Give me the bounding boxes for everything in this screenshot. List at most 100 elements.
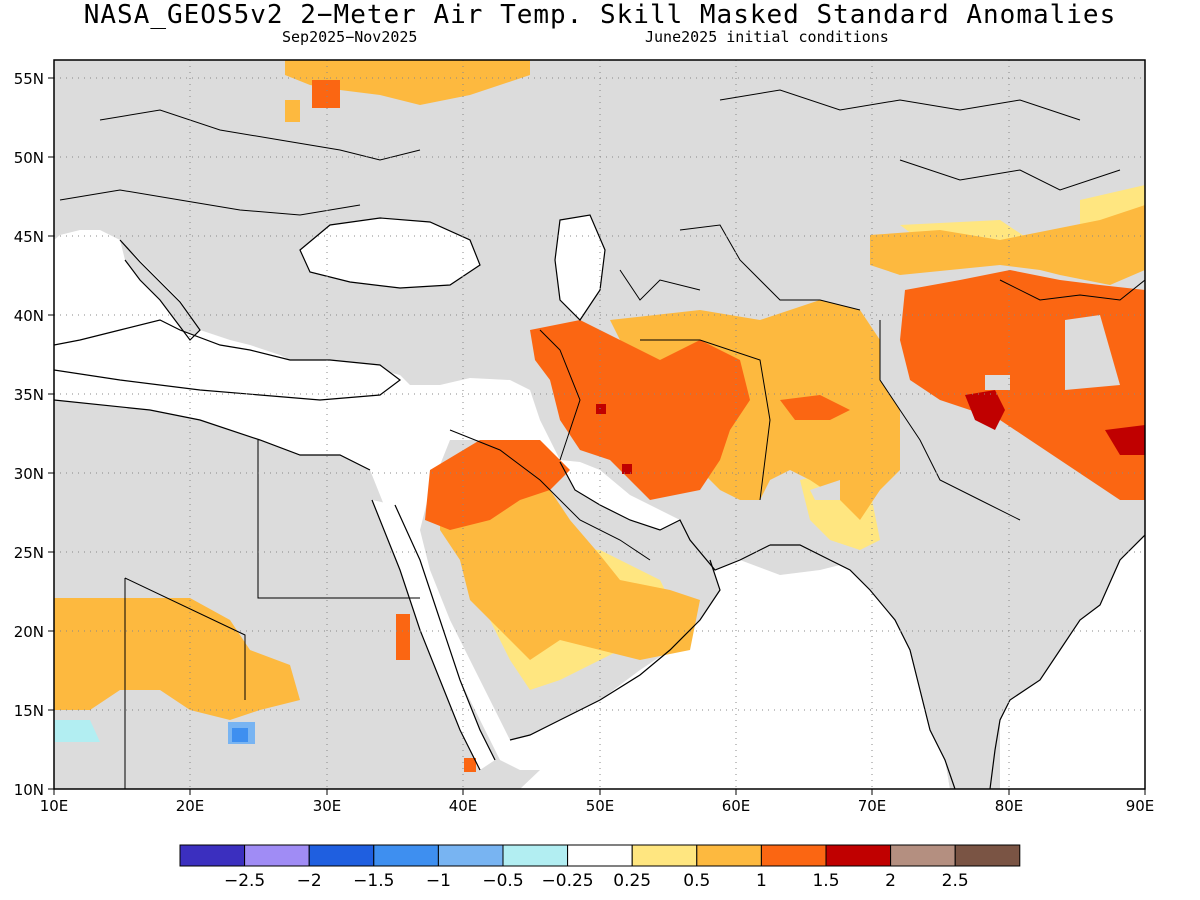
colorbar-label: −1.5 — [353, 871, 394, 891]
coastline-mediterranean — [54, 319, 401, 401]
red-sea — [372, 500, 495, 770]
anomaly-shading — [54, 60, 1145, 772]
anomaly-negative — [54, 720, 255, 744]
border — [640, 339, 771, 501]
lat-tick-label: 55N — [14, 70, 44, 88]
lat-labels: 10N 15N 20N 25N 30N 35N 40N 45N 50N 55N — [14, 70, 44, 799]
coastline-gulf — [559, 461, 771, 571]
anomaly-patch — [396, 614, 410, 660]
anomaly-patch — [312, 80, 340, 108]
masked-hole — [810, 480, 840, 500]
colorbar-bin — [631, 844, 698, 867]
lon-tick-label: 90E — [1126, 797, 1155, 815]
lat-tick-marks — [48, 77, 54, 790]
colorbar-label: −0.25 — [542, 871, 594, 891]
coastline-caspian — [554, 214, 606, 321]
colorbar-bin — [954, 844, 1021, 867]
masked-holes — [810, 315, 1120, 500]
anomaly-patch — [464, 758, 476, 772]
coastline-black-sea — [299, 217, 481, 289]
anomaly-patch — [870, 205, 1145, 285]
anomaly-region--0.25 — [54, 720, 100, 742]
border — [679, 224, 861, 311]
lat-tick-label: 10N — [14, 781, 44, 799]
colorbar-bin — [437, 844, 504, 867]
lon-tick-label: 80E — [995, 797, 1024, 815]
land-greece-turkey — [200, 295, 520, 360]
masked-hole — [1065, 315, 1120, 390]
border — [539, 329, 581, 461]
coastline-arabia-south — [509, 559, 721, 741]
lon-tick-label: 20E — [176, 797, 205, 815]
lat-tick-label: 20N — [14, 623, 44, 641]
map-title: NASA_GEOS5v2 2−Meter Air Temp. Skill Mas… — [83, 0, 1117, 30]
anomaly-patch — [54, 598, 300, 720]
anomaly-region-2 — [596, 390, 1145, 474]
colorbar-label: −1 — [426, 871, 451, 891]
colorbar-bin — [179, 844, 246, 867]
anomaly-patch — [780, 395, 850, 420]
border — [99, 109, 421, 161]
mediterranean — [54, 320, 400, 400]
lat-tick-label: 50N — [14, 149, 44, 167]
colorbar-label: 1.5 — [812, 871, 839, 891]
anomaly-patch — [425, 440, 570, 530]
anomaly-region--1 — [232, 728, 248, 742]
lon-labels: 10E 20E 30E 40E 50E 60E 70E 80E 90E — [40, 797, 1155, 815]
lon-tick-label: 10E — [40, 797, 69, 815]
border — [59, 189, 361, 216]
colorbar-label: −0.5 — [482, 871, 523, 891]
coastline-red-sea-west — [371, 499, 481, 771]
coastline-italy — [119, 239, 201, 341]
caspian-sea — [555, 215, 605, 320]
anomaly-patch — [285, 60, 530, 105]
anomaly-patch — [440, 475, 700, 660]
lon-tick-label: 60E — [722, 797, 751, 815]
lon-tick-label: 40E — [449, 797, 478, 815]
colorbar-label: 0.25 — [613, 871, 651, 891]
colorbar-label: 1 — [756, 871, 767, 891]
colorbar-bin — [890, 844, 956, 867]
colorbar-bin — [567, 844, 633, 867]
border — [719, 89, 1081, 121]
borders — [59, 89, 1145, 789]
coastline-red-sea-east — [394, 504, 496, 761]
colorbar-bin — [825, 844, 892, 867]
black-sea — [300, 218, 480, 288]
colorbar-bin — [502, 844, 569, 867]
colorbar-label: 0.5 — [683, 871, 710, 891]
coastline-africa-west — [54, 399, 371, 471]
colorbar-bin — [373, 844, 439, 867]
masked-hole — [985, 375, 1010, 390]
border — [124, 577, 246, 700]
colorbar-bin — [244, 844, 310, 867]
season-label: Sep2025−Nov2025 — [282, 28, 418, 46]
border — [619, 269, 701, 301]
colorbar-label: −2.5 — [224, 871, 265, 891]
anomaly-patch — [965, 390, 1005, 430]
colorbar: −2.5 −2 −1.5 −1 −0.5 −0.25 0.25 0.5 1 1.5 2 2.5 — [179, 844, 1021, 891]
border — [879, 320, 1021, 521]
lat-tick-label: 15N — [14, 702, 44, 720]
lat-tick-label: 35N — [14, 386, 44, 404]
lon-tick-marks — [53, 789, 1146, 795]
colorbar-bin — [308, 844, 375, 867]
coastline-east — [989, 534, 1145, 789]
colorbar-bin — [760, 844, 827, 867]
coastlines — [54, 214, 1145, 789]
persian-gulf — [560, 462, 680, 530]
anomaly-patch — [530, 320, 750, 500]
arabian-sea — [540, 590, 945, 789]
lat-tick-label: 30N — [14, 465, 44, 483]
lon-tick-label: 70E — [858, 797, 887, 815]
lat-tick-label: 40N — [14, 307, 44, 325]
land-india — [740, 530, 1110, 789]
colorbar-label: 2 — [885, 871, 896, 891]
border — [899, 159, 1121, 191]
lon-tick-label: 50E — [586, 797, 615, 815]
border — [257, 440, 420, 599]
anomaly-patch — [285, 100, 300, 122]
border — [999, 279, 1145, 301]
lon-tick-label: 30E — [313, 797, 342, 815]
